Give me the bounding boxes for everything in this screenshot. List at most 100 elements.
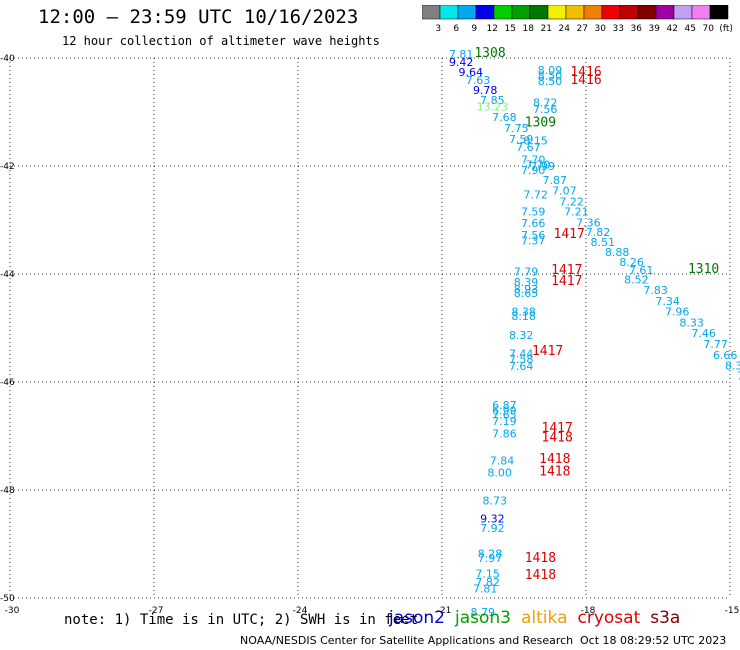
pass-time-label: 1416 xyxy=(570,65,601,80)
wave-height-point: 8.00 xyxy=(487,467,512,480)
x-tick-label: -15 xyxy=(725,606,740,616)
wave-height-point: 7.90 xyxy=(521,164,546,177)
wave-height-point: 7.70 xyxy=(521,153,546,166)
wave-height-point: 7.92 xyxy=(480,522,505,535)
pass-time-label: 1310 xyxy=(688,262,719,277)
color-scale-label: 27 xyxy=(576,24,587,34)
wave-height-point: 8.52 xyxy=(624,274,649,287)
wave-height-point: 7.56 xyxy=(533,103,558,116)
credit-line: NOAA/NESDIS Center for Satellite Applica… xyxy=(240,634,574,647)
wave-height-point: 8.32 xyxy=(509,329,534,342)
wave-height-point: 7.63 xyxy=(466,74,491,87)
x-tick-label: -18 xyxy=(581,606,596,616)
wave-height-point: 8.73 xyxy=(483,495,508,508)
color-scale-label: 24 xyxy=(558,24,570,34)
wave-height-point: 7.67 xyxy=(516,141,541,154)
wave-height-point: 8.50 xyxy=(538,75,563,88)
y-tick-label: -50 xyxy=(0,594,15,604)
wave-height-point: 7.75 xyxy=(504,122,529,135)
wave-height-point: 7.07 xyxy=(552,185,577,198)
color-scale-label: 21 xyxy=(540,24,551,34)
pass-time-label: 1417 xyxy=(551,263,582,278)
wave-height-point: 8.38 xyxy=(511,306,536,319)
wave-height-point: 7.66 xyxy=(521,217,546,230)
pass-time-label: 1418 xyxy=(542,430,573,445)
wave-height-point: 7.77 xyxy=(703,338,728,351)
wave-height-point: 7.34 xyxy=(655,295,680,308)
color-scale-label: 36 xyxy=(630,24,642,34)
wave-height-point: 7.87 xyxy=(543,174,568,187)
pass-time-label: 1417 xyxy=(532,344,563,359)
generated-timestamp: Oct 18 08:29:52 UTC 2023 xyxy=(580,634,727,647)
y-tick-label: -48 xyxy=(0,486,15,496)
wave-height-point: 7.79 xyxy=(514,266,539,279)
wave-height-point: 7.84 xyxy=(490,455,515,468)
color-scale-label: 39 xyxy=(648,24,660,34)
wave-height-point: 7.59 xyxy=(509,133,534,146)
wave-height-point: 7.83 xyxy=(643,284,668,297)
wave-height-point: 6.66 xyxy=(713,349,738,362)
wave-height-point: 8.93 xyxy=(514,283,539,296)
color-scale-label: (ft) xyxy=(719,24,732,34)
wave-height-point: 8.09 xyxy=(538,64,563,77)
wave-height-point: 7.64 xyxy=(509,360,534,373)
y-tick-label: -40 xyxy=(0,54,15,64)
color-scale-label: 6 xyxy=(453,24,459,34)
pass-time-label: 1309 xyxy=(525,116,556,131)
wave-height-point: 8.30 xyxy=(725,360,740,373)
wave-height-point: 7.21 xyxy=(564,206,589,219)
wave-height-point: 7.70 xyxy=(526,159,551,172)
y-tick-label: -46 xyxy=(0,378,15,388)
wave-height-point: 8.51 xyxy=(591,236,616,249)
pass-time-label: 1417 xyxy=(542,421,573,436)
wave-height-point: 13.23 xyxy=(477,100,509,113)
wave-height-point: 7.44 xyxy=(509,348,534,361)
satellite-legend: jason2 jason3 altika cryosat s3a xyxy=(389,608,690,628)
wave-height-point: 7.97 xyxy=(478,552,503,565)
color-scale-label: 33 xyxy=(612,24,623,34)
wave-height-point: 6.99 xyxy=(492,404,517,417)
page-title: 12:00 – 23:59 UTC 10/16/2023 xyxy=(38,6,359,28)
x-tick-label: -21 xyxy=(437,606,452,616)
pass-time-label: 1418 xyxy=(539,464,570,479)
color-scale-label: 70 xyxy=(702,24,714,34)
color-scale-label: 3 xyxy=(435,24,441,34)
wave-height-point: 8.28 xyxy=(478,548,503,561)
page-subtitle: 12 hour collection of altimeter wave hei… xyxy=(62,34,380,48)
legend-jason3: jason3 xyxy=(455,608,511,628)
footer-note: note: 1) Time is in UTC; 2) SWH is in fe… xyxy=(64,612,419,628)
wave-height-point: 7.68 xyxy=(492,111,517,124)
wave-height-point: 7.19 xyxy=(492,415,517,428)
color-scale-label: 30 xyxy=(594,24,606,34)
pass-time-label: 1308 xyxy=(474,46,505,61)
wave-height-point: 7.81 xyxy=(449,48,474,61)
legend-jason2: jason2 xyxy=(389,608,445,628)
wave-height-point: 9.78 xyxy=(473,84,498,97)
wave-height-point: 6.87 xyxy=(492,399,517,412)
wave-height-point: 7.96 xyxy=(665,306,690,319)
wave-height-point: 8.50 xyxy=(538,70,563,83)
wave-height-point: 7.61 xyxy=(629,264,654,277)
wave-height-point: 7.81 xyxy=(473,583,498,596)
wave-height-point: 7.56 xyxy=(521,229,546,242)
pass-time-label: 1418 xyxy=(539,452,570,467)
x-tick-label: -30 xyxy=(5,606,20,616)
y-tick-label: -42 xyxy=(0,162,15,172)
legend-s3a: s3a xyxy=(650,608,681,628)
pass-time-label: 1417 xyxy=(554,227,585,242)
wave-height-point: 7.58 xyxy=(509,353,534,366)
wave-height-point: 8.79 xyxy=(471,606,496,619)
wave-height-point: 7.22 xyxy=(559,195,584,208)
color-scale-label: 42 xyxy=(666,24,677,34)
wave-height-point: 7.86 xyxy=(492,428,517,441)
wave-height-point: 9.64 xyxy=(459,66,484,79)
color-swatch xyxy=(709,5,729,20)
wave-height-point: 8.26 xyxy=(619,256,644,269)
color-scale-label: 15 xyxy=(504,24,515,34)
pass-time-label: 1418 xyxy=(525,568,556,583)
wave-height-point: 8.65 xyxy=(514,287,539,300)
wave-height-point: 7.65 xyxy=(492,409,517,422)
wave-height-point: 7.85 xyxy=(480,94,505,107)
wave-height-point: 8.88 xyxy=(605,246,630,259)
